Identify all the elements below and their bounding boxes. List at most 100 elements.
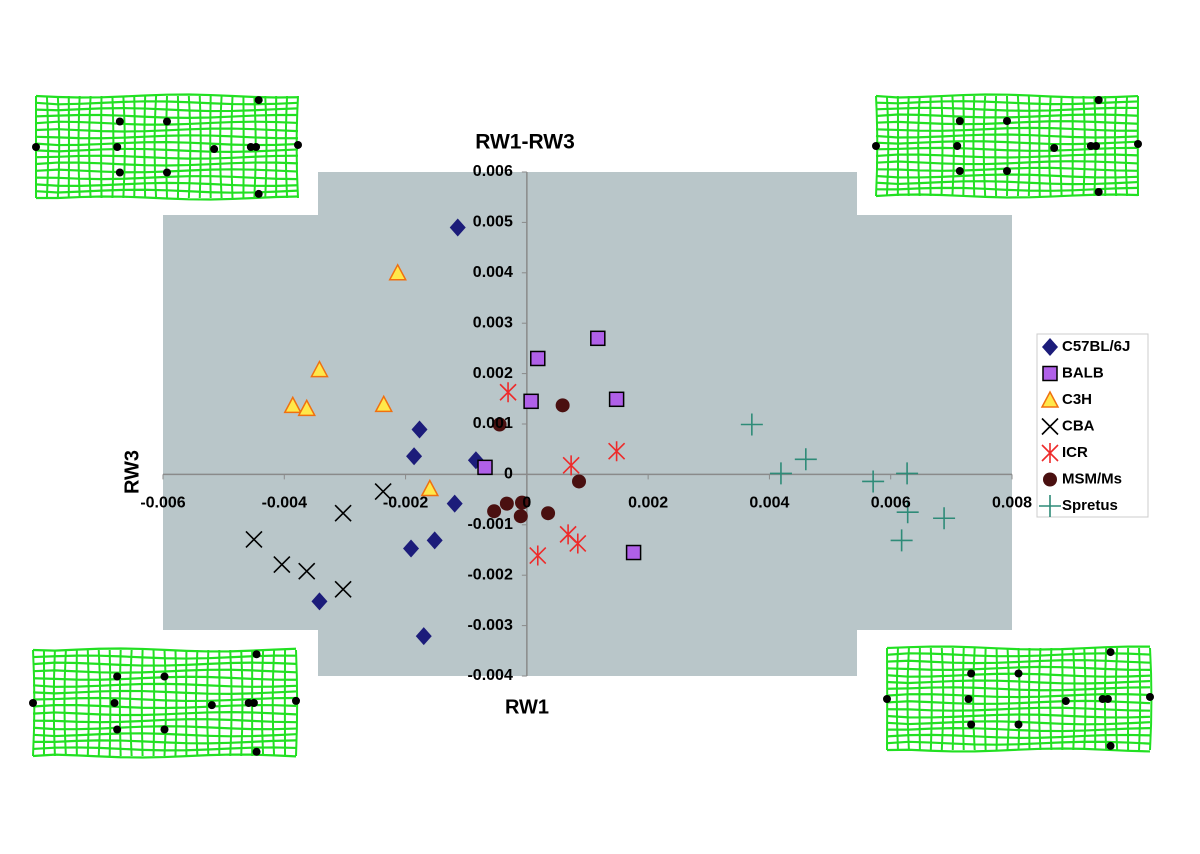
landmark bbox=[255, 190, 263, 198]
grid-col bbox=[196, 650, 197, 756]
grid-col bbox=[1050, 648, 1051, 750]
x-axis-label: RW1 bbox=[505, 696, 549, 718]
grid-col bbox=[953, 648, 954, 750]
plot-area bbox=[163, 172, 1012, 676]
legend-label: C57BL/6J bbox=[1062, 338, 1130, 355]
landmark bbox=[253, 748, 261, 756]
legend-label: ICR bbox=[1062, 444, 1088, 461]
legend-label: C3H bbox=[1062, 391, 1092, 408]
legend-label: Spretus bbox=[1062, 497, 1118, 514]
grid-col bbox=[887, 96, 888, 196]
grid-col bbox=[1008, 648, 1009, 750]
landmark bbox=[111, 699, 119, 707]
chart-title: RW1-RW3 bbox=[475, 131, 575, 154]
y-tick-label: 0.005 bbox=[473, 214, 513, 231]
landmark bbox=[245, 699, 253, 707]
landmark bbox=[32, 143, 40, 151]
y-tick-label: -0.004 bbox=[467, 667, 512, 684]
point bbox=[556, 398, 570, 412]
landmark bbox=[210, 145, 218, 153]
grid-col bbox=[273, 650, 274, 756]
grid-col bbox=[58, 96, 59, 198]
landmark bbox=[1050, 144, 1058, 152]
x-tick-label: -0.006 bbox=[140, 495, 185, 512]
grid-col bbox=[984, 96, 986, 196]
y-tick-label: -0.002 bbox=[467, 566, 512, 583]
grid-col bbox=[973, 96, 974, 196]
landmark bbox=[1003, 117, 1011, 125]
grid-col bbox=[120, 650, 121, 756]
landmark bbox=[1095, 188, 1103, 196]
landmark bbox=[1015, 670, 1023, 678]
x-tick-label: 0 bbox=[522, 495, 531, 512]
landmark bbox=[953, 142, 961, 150]
landmark bbox=[1107, 648, 1115, 656]
grid-col bbox=[220, 96, 221, 198]
grid-col bbox=[142, 650, 143, 756]
grid-col bbox=[1116, 648, 1117, 750]
landmark bbox=[965, 695, 973, 703]
landmark bbox=[1003, 167, 1011, 175]
grid-col bbox=[47, 96, 48, 198]
grid-col bbox=[1060, 96, 1061, 196]
grid-col bbox=[144, 96, 145, 198]
grid-col bbox=[230, 650, 231, 756]
grid-col bbox=[175, 650, 176, 756]
y-tick-label: 0.006 bbox=[473, 163, 513, 180]
grid-col bbox=[908, 96, 909, 196]
grid-col bbox=[1073, 648, 1074, 750]
grid-col bbox=[1049, 96, 1050, 196]
landmark bbox=[161, 726, 169, 734]
y-tick-label: 0.002 bbox=[473, 365, 513, 382]
point bbox=[541, 506, 555, 520]
point bbox=[524, 394, 538, 408]
grid-col bbox=[1084, 648, 1085, 750]
grid-col bbox=[165, 650, 166, 756]
legend-label: MSM/Ms bbox=[1062, 470, 1122, 487]
landmark bbox=[1015, 721, 1023, 729]
landmark bbox=[956, 117, 964, 125]
grid-col bbox=[123, 96, 124, 198]
point bbox=[478, 460, 492, 474]
corner-mask bbox=[857, 172, 1012, 215]
y-axis-label: RW3 bbox=[121, 450, 143, 494]
x-tick-label: 0.004 bbox=[749, 495, 789, 512]
landmark bbox=[883, 695, 891, 703]
grid-col bbox=[134, 96, 135, 198]
y-tick-label: -0.003 bbox=[467, 617, 512, 634]
grid-col bbox=[1019, 648, 1020, 750]
point bbox=[591, 331, 605, 345]
landmark bbox=[1062, 697, 1070, 705]
grid-col bbox=[89, 96, 90, 198]
grid-col bbox=[1029, 96, 1030, 196]
landmark bbox=[116, 169, 124, 177]
grid-col bbox=[1139, 648, 1140, 750]
grid-col bbox=[265, 96, 266, 198]
landmark bbox=[292, 697, 300, 705]
grid-row bbox=[33, 684, 296, 687]
landmark bbox=[1134, 140, 1142, 148]
landmark bbox=[161, 673, 169, 681]
landmark bbox=[1099, 695, 1107, 703]
grid-col bbox=[995, 96, 996, 196]
grid-col bbox=[262, 650, 263, 756]
grid-col bbox=[166, 96, 167, 198]
landmark bbox=[1095, 96, 1103, 104]
grid-col bbox=[178, 96, 179, 198]
grid-col bbox=[985, 648, 986, 750]
grid-col bbox=[897, 648, 898, 750]
landmark bbox=[247, 143, 255, 151]
landmark bbox=[255, 96, 263, 104]
x-tick-label: -0.004 bbox=[262, 495, 307, 512]
grid-col bbox=[942, 648, 943, 750]
grid-col bbox=[963, 648, 964, 750]
grid-col bbox=[64, 650, 65, 756]
legend-marker bbox=[1043, 367, 1057, 381]
landmark bbox=[294, 141, 302, 149]
point bbox=[500, 497, 514, 511]
grid-col bbox=[231, 96, 232, 198]
grid-col bbox=[88, 650, 89, 756]
y-tick-label: 0.004 bbox=[473, 264, 513, 281]
landmark bbox=[1146, 693, 1154, 701]
